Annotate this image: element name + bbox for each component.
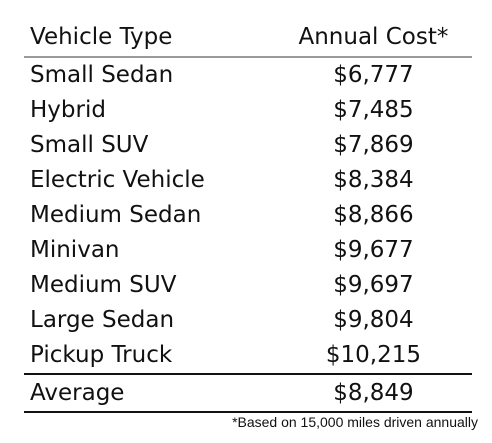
vehicle-type-cell: Electric Vehicle xyxy=(30,167,205,193)
annual-cost-cell: $8,384 xyxy=(333,167,414,193)
vehicle-type-cell: Minivan xyxy=(30,237,120,263)
table-row: Small SUV $7,869 xyxy=(24,128,472,163)
table-footer: Average $8,849 xyxy=(24,374,472,412)
average-row: Average $8,849 xyxy=(24,374,472,412)
header-vehicle-type: Vehicle Type xyxy=(30,24,173,50)
vehicle-type-cell: Medium Sedan xyxy=(30,202,202,228)
vehicle-type-cell: Large Sedan xyxy=(30,307,175,333)
table-row: Large Sedan $9,804 xyxy=(24,303,472,338)
table-body: Small Sedan $6,777 Hybrid $7,485 Small S… xyxy=(24,57,472,374)
annual-cost-cell: $6,777 xyxy=(333,62,414,88)
table-row: Pickup Truck $10,215 xyxy=(24,338,472,374)
vehicle-type-cell: Small Sedan xyxy=(30,62,174,88)
table-row: Medium SUV $9,697 xyxy=(24,268,472,303)
annual-cost-cell: $10,215 xyxy=(325,342,421,368)
table-row: Small Sedan $6,777 xyxy=(24,57,472,93)
vehicle-type-cell: Small SUV xyxy=(30,132,149,158)
header-annual-cost: Annual Cost* xyxy=(298,24,449,50)
table-row: Electric Vehicle $8,384 xyxy=(24,163,472,198)
vehicle-type-cell: Pickup Truck xyxy=(30,342,173,368)
annual-cost-table: Vehicle Type Annual Cost* Small Sedan $6… xyxy=(24,18,472,413)
table-row: Hybrid $7,485 xyxy=(24,93,472,128)
vehicle-type-cell: Medium SUV xyxy=(30,272,177,298)
average-cost: $8,849 xyxy=(333,380,414,406)
header-row: Vehicle Type Annual Cost* xyxy=(24,18,472,57)
annual-cost-cell: $9,804 xyxy=(333,307,414,333)
annual-cost-cell: $7,869 xyxy=(333,132,414,158)
annual-cost-cell: $9,677 xyxy=(333,237,414,263)
footnote: *Based on 15,000 miles driven annually xyxy=(232,414,478,430)
annual-cost-cell: $8,866 xyxy=(333,202,414,228)
table-header: Vehicle Type Annual Cost* xyxy=(24,18,472,57)
table-row: Minivan $9,677 xyxy=(24,233,472,268)
average-label: Average xyxy=(30,380,125,406)
annual-cost-cell: $7,485 xyxy=(333,97,414,123)
annual-cost-cell: $9,697 xyxy=(333,272,414,298)
table-row: Medium Sedan $8,866 xyxy=(24,198,472,233)
vehicle-type-cell: Hybrid xyxy=(30,97,106,123)
